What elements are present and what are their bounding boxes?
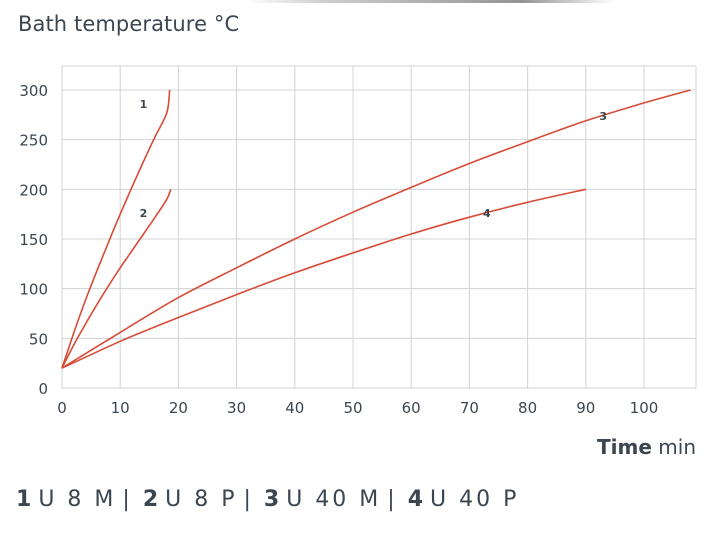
x-tick-label: 40 — [285, 399, 304, 417]
legend-separator: | — [243, 487, 251, 512]
y-tick-label: 100 — [19, 281, 48, 299]
series-line-2 — [61, 189, 172, 369]
legend-item-4: 4 U 40 P — [408, 487, 520, 512]
legend-item-number: 2 — [142, 487, 159, 512]
legend-item-number: 1 — [16, 487, 32, 512]
x-tick-label: 60 — [402, 399, 421, 417]
x-axis-title-unit: min — [658, 435, 696, 459]
y-tick-label: 200 — [19, 181, 48, 199]
series-label-1: 1 — [140, 98, 148, 111]
y-tick-label: 150 — [19, 231, 48, 249]
legend-item-2: 2 U 8 P | — [143, 487, 257, 512]
chart-series — [61, 89, 691, 369]
legend-item-1: 1 U 8 M | — [16, 487, 136, 512]
series-line-1 — [61, 89, 171, 369]
x-axis-title-main: Time — [597, 435, 652, 459]
x-tick-label: 30 — [227, 399, 246, 417]
x-axis-title: Time min — [597, 435, 696, 459]
x-tick-label: 90 — [576, 399, 595, 417]
legend-separator: | — [387, 487, 395, 512]
axis-ticks: 0 10 20 30 40 50 60 70 80 90 100 0 50 100 150 200 250 300 — [19, 82, 658, 417]
legend-item-code: U 40 M — [286, 487, 382, 512]
chart-legend: 1 U 8 M | 2 U 8 P | 3 U 40 M | 4 U 40 P — [16, 487, 519, 512]
y-tick-label: 300 — [19, 82, 48, 100]
legend-item-code: U 40 P — [430, 487, 520, 512]
x-tick-label: 10 — [111, 399, 130, 417]
legend-item-number: 3 — [263, 487, 280, 512]
legend-item-number: 4 — [407, 487, 424, 512]
legend-item-3: 3 U 40 M | — [264, 487, 401, 512]
x-tick-label: 20 — [169, 399, 188, 417]
x-tick-label: 0 — [57, 399, 67, 417]
x-tick-label: 50 — [343, 399, 362, 417]
series-labels: 1 2 3 4 — [140, 98, 607, 220]
legend-separator: | — [122, 487, 130, 512]
series-line-3 — [61, 89, 691, 369]
series-label-2: 2 — [140, 207, 148, 220]
y-tick-label: 50 — [29, 330, 48, 348]
y-tick-label: 250 — [19, 132, 48, 150]
series-label-4: 4 — [483, 207, 491, 220]
legend-item-code: U 8 P — [165, 487, 238, 512]
series-label-3: 3 — [599, 110, 607, 123]
x-tick-label: 100 — [630, 399, 659, 417]
x-tick-label: 70 — [460, 399, 479, 417]
x-tick-label: 80 — [518, 399, 537, 417]
chart-grid — [61, 65, 697, 389]
y-tick-label: 0 — [38, 380, 48, 398]
series-line-4 — [61, 188, 586, 369]
top-image-strip — [245, 0, 615, 3]
y-axis-title: Bath temperature °C — [18, 12, 240, 36]
legend-item-code: U 8 M — [38, 487, 117, 512]
temperature-chart: 0 10 20 30 40 50 60 70 80 90 100 0 50 100 150 200 250 300… — [19, 65, 697, 417]
